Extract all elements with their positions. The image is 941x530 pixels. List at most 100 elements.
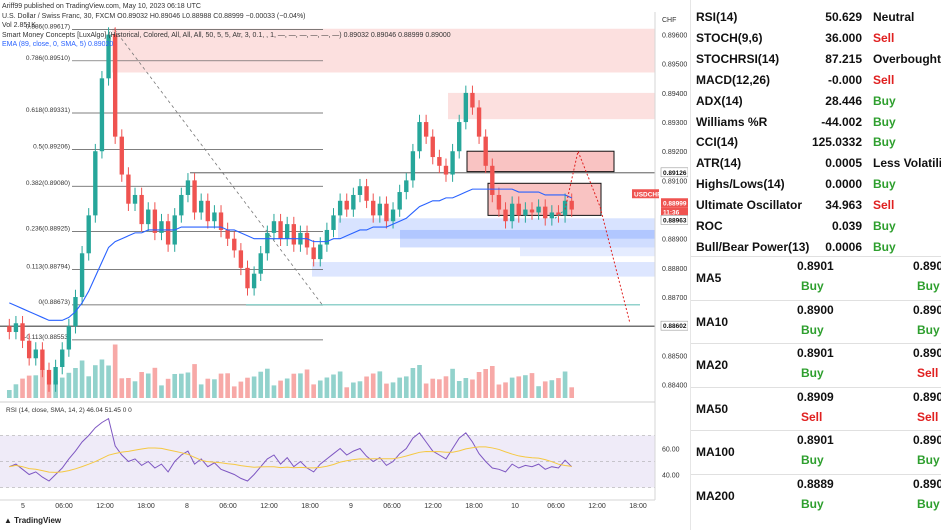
candle-body: [523, 209, 528, 216]
candle-body: [258, 253, 263, 274]
candle-body: [33, 349, 38, 359]
indicator-name: Williams %R: [696, 114, 768, 129]
volume-bar: [403, 376, 409, 398]
candle-body: [549, 212, 555, 219]
candle-body: [185, 180, 191, 195]
candle-body: [324, 229, 330, 245]
candle-body: [331, 215, 336, 230]
tradingview-logo[interactable]: ▲ TradingView: [4, 516, 62, 525]
volume-bar: [231, 386, 237, 398]
indicator-row: Ultimate Oscillator 34.963 Sell: [691, 195, 941, 216]
volume-bar: [132, 381, 138, 398]
candle-body: [139, 194, 144, 225]
price-tick-label: 0.88500: [662, 353, 687, 360]
volume-bar: [337, 371, 343, 398]
indicator-signal: Buy: [873, 177, 896, 192]
ma-exponential-value: 0.8903: [913, 389, 941, 404]
volume-bar: [205, 378, 211, 398]
volume-bar: [556, 378, 561, 398]
volume-bar: [33, 375, 39, 398]
indicator-name: Bull/Bear Power(13): [696, 239, 810, 254]
ma-name: MA50: [696, 401, 729, 416]
ma-simple-signal: Buy: [801, 453, 824, 467]
ma-row: MA50 0.8909 0.8903 Sell Sell: [691, 386, 941, 431]
candle-body: [470, 92, 475, 108]
volume-bar: [351, 382, 356, 398]
volume-bar: [198, 384, 204, 398]
volume-bar: [6, 390, 12, 398]
volume-bar: [126, 378, 131, 398]
smc-indicator-line: Smart Money Concepts [LuxAlgo] (Historic…: [2, 31, 451, 39]
volume-bar: [112, 344, 118, 398]
tradingview-logo-text: TradingView: [14, 516, 62, 525]
indicator-value: 28.446: [825, 93, 862, 108]
volume-bar: [324, 377, 330, 398]
indicator-row: CCI(14) 125.0332 Buy: [691, 132, 941, 153]
candle-body: [53, 367, 58, 385]
indicator-signal: Buy: [873, 93, 896, 108]
ma-exponential-signal: Buy: [917, 453, 940, 467]
ma-name: MA200: [696, 488, 735, 503]
volume-bar: [377, 371, 383, 398]
volume-bar: [59, 377, 65, 398]
price-tick-label: 0.88400: [662, 383, 687, 390]
candle-body: [251, 273, 257, 289]
indicator-value: 0.0005: [825, 156, 862, 171]
fib-level-label: 0.786(0.89510): [26, 55, 70, 62]
indicator-name: RSI(14): [696, 10, 738, 24]
candle-body: [218, 212, 224, 230]
indicator-value: 0.039: [831, 219, 862, 233]
time-tick-label: 12:00: [588, 503, 606, 510]
published-line: Ariff99 published on TradingView.com, Ma…: [2, 3, 201, 10]
price-tick-label: 0.89100: [662, 178, 687, 185]
volume-bar: [496, 384, 502, 398]
chart-panel[interactable]: 0.886(0.89617) 0.786(0.89510) 0.618(0.8933…: [0, 0, 688, 530]
ma-name: MA5: [696, 271, 722, 285]
volume-bar: [417, 365, 422, 398]
price-badge: [660, 215, 688, 225]
fib-level-label: 0.236(0.88925): [26, 225, 70, 232]
volume-bar: [73, 368, 78, 398]
rsi-sma-line: [9, 446, 572, 473]
indicator-row: RSI(14) 50.629 Neutral: [691, 7, 941, 28]
volume-bar: [66, 372, 72, 398]
price-badge-text: 0.89126: [663, 170, 687, 177]
order-block-zone: [338, 218, 655, 239]
ma-exponential-value: 0.8900: [913, 433, 941, 447]
candle-body: [569, 200, 574, 210]
volume-bar: [212, 379, 217, 398]
volume-bar: [278, 380, 283, 398]
indicator-name: Highs/Lows(14): [696, 177, 785, 192]
price-tick-label: 0.89500: [662, 62, 687, 69]
candle-body: [496, 194, 502, 210]
price-chart[interactable]: 0.886(0.89617) 0.786(0.89510) 0.618(0.8933…: [0, 0, 688, 530]
volume-bar: [450, 368, 455, 398]
ma-row: MA5 0.8901 0.8902 Buy Buy: [691, 256, 941, 300]
candle-body: [371, 200, 376, 216]
candle-body: [536, 206, 541, 213]
ma-simple-signal: Buy: [801, 496, 824, 511]
candle-body: [60, 349, 65, 368]
candle-body: [318, 244, 323, 260]
indicator-value: 0.0006: [825, 239, 862, 254]
volume-bar: [185, 372, 191, 398]
candle-body: [509, 203, 515, 222]
order-block-zone: [448, 92, 655, 120]
volume-bar: [291, 373, 297, 398]
candle-body: [46, 369, 52, 385]
candle-body: [86, 215, 91, 254]
indicator-value: 0.0000: [825, 177, 862, 192]
ma-exponential-signal: Buy: [917, 279, 940, 293]
volume-bar: [40, 368, 45, 398]
volume-bar: [152, 367, 158, 398]
indicator-row: Williams %R -44.002 Buy: [691, 112, 941, 133]
volume-bar: [317, 380, 323, 398]
candle-body: [13, 323, 19, 333]
candle-body: [26, 340, 32, 359]
candle-body: [40, 349, 45, 370]
volume-bar: [139, 372, 144, 398]
ma-row: MA200 0.8889 0.8902 Buy Buy: [691, 473, 941, 518]
indicator-name: ROC: [696, 219, 723, 233]
candle-body: [344, 200, 349, 210]
candle-body: [556, 212, 561, 216]
